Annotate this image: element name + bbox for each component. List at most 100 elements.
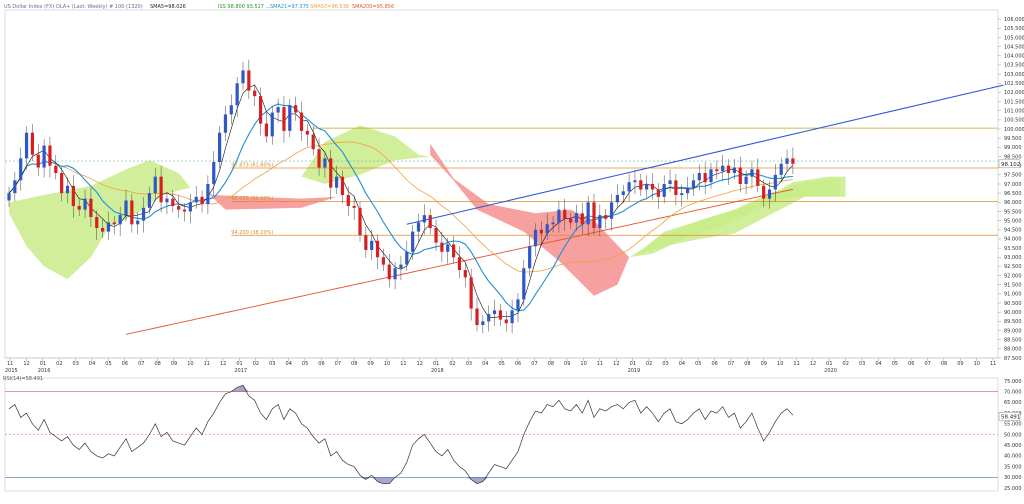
candle-down	[311, 134, 315, 150]
candle-up	[241, 70, 245, 84]
candle-up	[411, 231, 415, 252]
month-label: 05	[105, 361, 111, 367]
candle-up	[487, 314, 491, 322]
month-label: 08	[154, 361, 160, 367]
price-y-tick-label: 106.000	[1004, 17, 1024, 23]
candle-up	[223, 114, 228, 133]
month-label: 12	[417, 361, 423, 367]
candle-down	[428, 215, 432, 228]
month-label: 07	[138, 361, 144, 367]
candle-down	[30, 132, 34, 155]
candle-up	[13, 180, 17, 194]
candle-up	[598, 215, 602, 228]
ichimoku-cloud-bear-2	[430, 143, 630, 296]
candle-up	[24, 132, 29, 159]
month-label: 07	[924, 361, 930, 367]
candle-down	[95, 216, 99, 228]
candle-up	[662, 184, 666, 197]
month-label: 08	[744, 361, 750, 367]
candle-up	[686, 187, 690, 194]
candle-up	[288, 105, 292, 131]
candle-down	[726, 165, 731, 174]
month-label: 11	[7, 361, 13, 367]
price-y-tick-label: 100.500	[1004, 118, 1024, 124]
candle-down	[247, 70, 251, 91]
month-label: 12	[613, 361, 619, 367]
month-label: 01	[433, 361, 439, 367]
candle-up	[188, 202, 192, 212]
candle-down	[71, 185, 75, 206]
candle-up	[106, 222, 111, 232]
month-label: 06	[318, 361, 324, 367]
candle-down	[475, 308, 479, 326]
price-y-tick-label: 89.500	[1004, 319, 1022, 325]
candle-up	[680, 193, 684, 195]
price-y-tick-label: 99.500	[1004, 136, 1022, 142]
candle-up	[19, 158, 23, 181]
candle-down	[358, 207, 362, 236]
candle-up	[732, 167, 736, 174]
month-label: 02	[56, 361, 62, 367]
rsi-title: RSI(14)=58.491	[3, 376, 43, 382]
candle-down	[329, 158, 333, 188]
price-y-tick-label: 105.500	[1004, 26, 1024, 32]
price-y-tick-label: 96.000	[1004, 200, 1022, 206]
price-y-tick-label: 103.000	[1004, 72, 1024, 78]
month-label: 03	[466, 361, 472, 367]
rsi-last-label: 58.491	[1001, 414, 1020, 420]
month-label: 12	[23, 361, 29, 367]
month-label: 04	[875, 361, 881, 367]
candle-down	[299, 112, 304, 131]
candle-down	[738, 167, 742, 184]
candle-up	[399, 264, 403, 269]
price-y-tick-label: 104.000	[1004, 54, 1024, 60]
candle-up	[750, 169, 754, 177]
candle-down	[130, 200, 134, 225]
candle-down	[569, 218, 573, 223]
year-label: 2020	[824, 368, 837, 374]
candle-up	[42, 145, 46, 168]
candle-down	[604, 215, 608, 219]
price-y-tick-label: 93.500	[1004, 246, 1022, 252]
candle-down	[258, 96, 263, 124]
candle-up	[557, 209, 561, 223]
candle-up	[270, 112, 274, 137]
year-label: 2019	[628, 368, 641, 374]
candle-down	[715, 169, 719, 172]
candle-up	[516, 299, 520, 311]
month-label: 10	[777, 361, 783, 367]
year-label: 2018	[431, 368, 444, 374]
candle-down	[498, 310, 502, 320]
year-label: 2016	[38, 368, 51, 374]
price-y-tick-label: 88.500	[1004, 337, 1022, 343]
candle-down	[200, 196, 204, 205]
month-label: 10	[187, 361, 193, 367]
price-y-tick-label: 101.500	[1004, 99, 1024, 105]
candle-up	[533, 229, 538, 247]
month-label: 09	[761, 361, 767, 367]
candle-up	[393, 268, 397, 280]
month-label: 10	[384, 361, 390, 367]
candle-up	[773, 174, 777, 190]
month-label: 05	[302, 361, 308, 367]
price-y-tick-label: 102.000	[1004, 90, 1024, 96]
month-label: 09	[171, 361, 177, 367]
price-y-tick-label: 98.500	[1004, 154, 1022, 160]
candle-up	[422, 215, 426, 223]
candle-up	[574, 213, 579, 223]
candle-up	[446, 244, 450, 252]
candle-down	[101, 227, 105, 232]
candle-up	[323, 158, 327, 168]
month-label: 02	[843, 361, 849, 367]
candle-up	[779, 163, 783, 175]
candle-up	[276, 107, 280, 113]
candle-down	[650, 184, 655, 190]
price-y-tick-label: 101.000	[1004, 109, 1024, 115]
candle-down	[539, 229, 543, 234]
candle-down	[317, 149, 321, 168]
sma200-readout: SMA200=95.856	[352, 4, 395, 10]
rsi-y-tick-label: 40.000	[1004, 454, 1022, 460]
price-y-tick-label: 91.000	[1004, 292, 1022, 298]
candle-down	[639, 180, 643, 190]
